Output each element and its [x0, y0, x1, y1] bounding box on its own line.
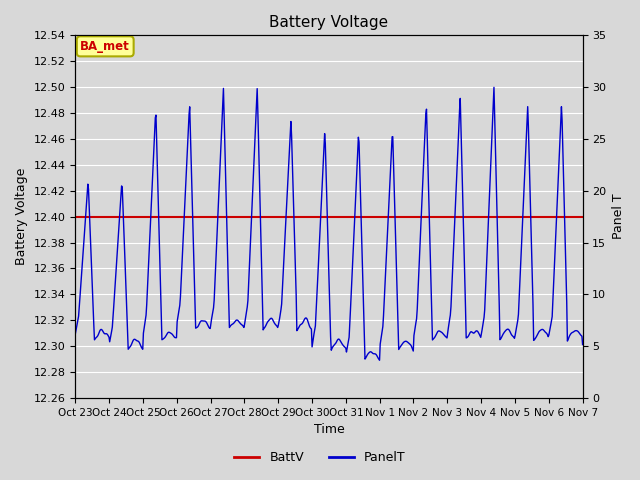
Y-axis label: Panel T: Panel T [612, 194, 625, 240]
Legend: BattV, PanelT: BattV, PanelT [229, 446, 411, 469]
Text: BA_met: BA_met [81, 40, 130, 53]
Title: Battery Voltage: Battery Voltage [269, 15, 388, 30]
Y-axis label: Battery Voltage: Battery Voltage [15, 168, 28, 265]
X-axis label: Time: Time [314, 423, 344, 436]
